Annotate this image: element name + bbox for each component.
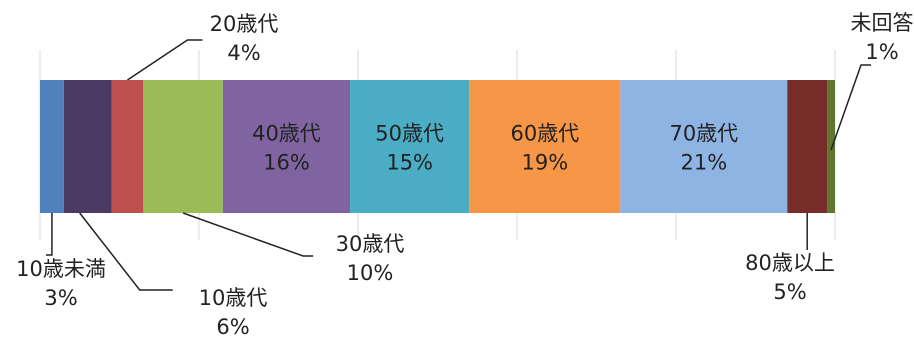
- data-label-name: 未回答: [851, 11, 914, 35]
- data-label: 60歳代 19%: [510, 122, 579, 175]
- data-label-value: 10%: [347, 261, 394, 285]
- data-label-value: 5%: [773, 280, 806, 304]
- bar-segment: [143, 80, 223, 213]
- leader-line: [127, 39, 203, 81]
- data-label-value: 6%: [216, 315, 249, 338]
- data-label-name: 50歳代: [375, 122, 444, 146]
- leader-line: [830, 64, 872, 151]
- data-label-value: 4%: [227, 41, 260, 65]
- data-label-name: 80歳以上: [745, 251, 835, 275]
- leader-line: [182, 212, 314, 257]
- data-label-value: 19%: [521, 151, 568, 175]
- data-label-name: 20歳代: [210, 12, 279, 36]
- data-label-name: 70歳代: [669, 122, 738, 146]
- leader-line: [45, 213, 53, 256]
- data-label: 10歳未満 3%: [16, 257, 106, 310]
- bar-segment: [111, 80, 144, 213]
- bar-segment: [827, 80, 835, 213]
- data-label-value: 16%: [263, 151, 310, 175]
- data-label-value: 15%: [386, 151, 433, 175]
- data-label: 未回答 1%: [851, 11, 914, 64]
- data-label-name: 40歳代: [252, 122, 321, 146]
- leader-line: [79, 212, 173, 291]
- data-label-name: 30歳代: [336, 232, 405, 256]
- data-label-value: 3%: [44, 286, 77, 310]
- data-label: 50歳代 15%: [375, 122, 444, 175]
- data-label: 10歳代 6%: [199, 286, 268, 338]
- data-label: 70歳代 21%: [669, 122, 738, 175]
- data-label: 20歳代 4%: [210, 12, 279, 65]
- bar-segment: [469, 80, 621, 213]
- data-label-value: 21%: [680, 151, 727, 175]
- bar-segment: [350, 80, 470, 213]
- data-label-value: 1%: [865, 40, 898, 64]
- leader-lines: [45, 39, 872, 291]
- bar-segment: [787, 80, 828, 213]
- data-label: 40歳代 16%: [252, 122, 321, 175]
- data-label: 30歳代 10%: [336, 232, 405, 285]
- bar-segment: [222, 80, 351, 213]
- data-label-name: 60歳代: [510, 122, 579, 146]
- bar-segment: [63, 80, 112, 213]
- bar-segments: [40, 80, 835, 213]
- data-label-name: 10歳代: [199, 286, 268, 310]
- data-label: 80歳以上 5%: [745, 251, 835, 304]
- bar-segment: [40, 80, 64, 213]
- data-label-name: 10歳未満: [16, 257, 106, 281]
- data-labels: 10歳未満 3% 10歳代 6% 20歳代 4% 30歳代 10% 40歳代 16% 50歳代 15%…: [16, 11, 913, 338]
- bar-segment: [620, 80, 788, 213]
